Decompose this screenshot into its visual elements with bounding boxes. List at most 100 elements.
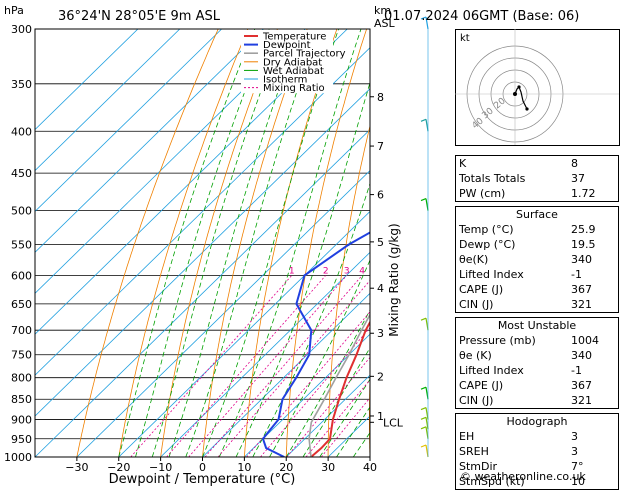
row-value: -1 [571,267,615,282]
row-label: θe (K) [459,348,492,363]
pressure-tick-label: 500 [11,205,32,218]
row-label: CAPE (J) [459,282,503,297]
pressure-tick-label: 700 [11,324,32,337]
isotherm-line [0,29,431,457]
index-label: PW (cm) [459,186,505,201]
row-value: 1004 [571,333,615,348]
wind-barb-flag [421,318,426,320]
row-value: 25.9 [571,222,615,237]
surface-title: Surface [456,207,618,222]
row-label: CIN (J) [459,297,493,312]
chart-datetime: 01.07.2024 06GMT (Base: 06) [384,9,579,24]
mu-row: Lifted Index-1 [456,363,618,378]
pressure-unit: hPa [4,4,24,17]
surface-row: Lifted Index -1 [456,267,618,282]
pressure-tick-label: 550 [11,238,32,251]
mixing-ratio-line [205,275,362,457]
mu-row: θe (K) 340 [456,348,618,363]
row-label: EH [459,429,474,444]
isotherm-line [0,29,264,457]
most-unstable-title: Most Unstable [456,318,618,333]
mixing-ratio-label: 5 [372,266,378,276]
index-value: 37 [571,171,615,186]
pressure-tick-label: 350 [11,78,32,91]
surface-row: CAPE (J) 367 [456,282,618,297]
row-value: 19.5 [571,237,615,252]
row-value: 367 [571,282,615,297]
pressure-tick-label: 300 [11,23,32,36]
index-label: Totals Totals [459,171,525,186]
surface-row: θe(K)340 [456,252,618,267]
x-tick-label: 30 [321,461,335,474]
km-tick-label: 5 [377,236,384,249]
row-value: -1 [571,363,615,378]
mu-row: Pressure (mb)1004 [456,333,618,348]
wet-adiabat-line [119,29,255,457]
row-label: Lifted Index [459,267,524,282]
surface-row: Temp (°C) 25.9 [456,222,618,237]
row-value: 321 [571,393,615,408]
dry-adiabat-line [409,17,458,457]
row-label: Dewp (°C) [459,237,515,252]
hodo-row: SREH 3 [456,444,618,459]
mixing-ratio-label: 15 [433,266,444,276]
isotherm-line [0,29,222,457]
mixing-ratio-label: 4 [359,266,365,276]
hodograph-point [513,92,517,96]
mixing-ratio-label: 3 [344,266,350,276]
index-row-totals: Totals Totals 37 [456,171,618,186]
pressure-tick-label: 850 [11,393,32,406]
row-label: CIN (J) [459,393,493,408]
station-location: 36°24'N 28°05'E 9m ASL [58,9,221,24]
wind-barb-flag [421,417,426,419]
pressure-tick-label: 800 [11,372,32,385]
pressure-tick-label: 650 [11,298,32,311]
row-value: 340 [571,348,615,363]
mixing-ratio-label: 10 [409,266,421,276]
hodo-row: EH 3 [456,429,618,444]
dry-adiabat-line [77,17,224,457]
mu-row: CAPE (J)367 [456,378,618,393]
hodograph-point [525,107,528,110]
km-tick-label: 3 [377,327,384,340]
x-tick-label: −30 [65,461,88,474]
surface-row: Dewp (°C) 19.5 [456,237,618,252]
wind-barb-flag [421,445,426,447]
hodograph-point [517,85,520,88]
row-label: Temp (°C) [459,222,514,237]
wind-barb-flag [421,387,426,389]
row-label: SREH [459,444,489,459]
mixing-ratio-line [189,275,347,457]
km-tick-label: 6 [377,189,384,202]
legend-label: Mixing Ratio [263,83,325,94]
row-value: 3 [571,444,615,459]
pressure-tick-label: 450 [11,167,32,180]
row-value: 3 [571,429,615,444]
pressure-tick-label: 1000 [4,451,32,464]
km-tick-label: 4 [377,282,384,295]
pressure-tick-label: 750 [11,349,32,362]
index-value: 1.72 [571,186,615,201]
km-tick-label: 8 [377,91,384,104]
mixing-ratio-label: 2 [323,266,329,276]
index-row-pw: PW (cm) 1.72 [456,186,618,201]
km-tick-label: 2 [377,370,384,383]
index-value: 8 [571,156,615,171]
wind-barb-flag [421,199,426,201]
km-tick-label: 7 [377,140,384,153]
x-tick-label: 40 [363,461,377,474]
pressure-tick-label: 950 [11,433,32,446]
row-label: θe(K) [459,252,488,267]
mu-row: CIN (J) 321 [456,393,618,408]
x-axis-title: Dewpoint / Temperature (°C) [109,472,296,486]
hodograph: kt 40 30 20 [455,29,620,146]
index-label: K [459,156,466,171]
wind-barb-flag [421,408,426,410]
pressure-tick-label: 600 [11,269,32,282]
surface-row: CIN (J)321 [456,297,618,312]
row-value: 367 [571,378,615,393]
pressure-tick-label: 900 [11,414,32,427]
